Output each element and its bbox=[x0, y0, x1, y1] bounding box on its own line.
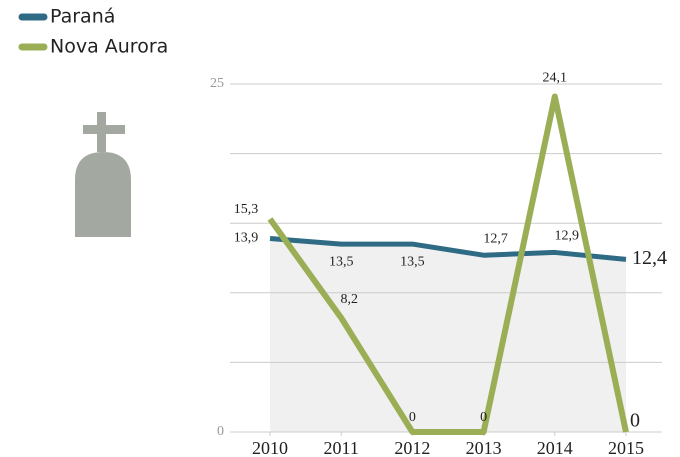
data-label: 12,7 bbox=[483, 231, 508, 246]
legend-label: Paraná bbox=[50, 6, 115, 28]
x-tick-label: 2012 bbox=[394, 438, 430, 457]
data-label: 24,1 bbox=[543, 71, 568, 86]
x-tick-label: 2011 bbox=[324, 438, 359, 457]
data-label: 12,9 bbox=[555, 229, 580, 244]
tombstone-icon bbox=[75, 112, 131, 237]
data-label: 13,5 bbox=[400, 254, 425, 269]
legend-label: Nova Aurora bbox=[50, 36, 168, 58]
y-tick-label: 0 bbox=[217, 424, 224, 439]
series-line bbox=[269, 236, 627, 262]
y-tick-label: 25 bbox=[210, 76, 224, 91]
data-label: 13,9 bbox=[234, 231, 259, 246]
data-label: 8,2 bbox=[340, 292, 358, 307]
data-label: 0 bbox=[480, 410, 487, 425]
x-tick-label: 2015 bbox=[608, 438, 644, 457]
data-label: 0 bbox=[409, 410, 416, 425]
data-label: 12,4 bbox=[632, 247, 667, 269]
data-label: 0 bbox=[630, 410, 640, 432]
x-tick-label: 2013 bbox=[466, 438, 502, 457]
areas bbox=[270, 238, 626, 432]
data-label: 13,5 bbox=[329, 254, 354, 269]
area bbox=[270, 238, 626, 432]
data-label: 15,3 bbox=[234, 202, 259, 217]
x-tick-label: 2010 bbox=[252, 438, 288, 457]
series-line bbox=[267, 93, 629, 435]
x-tick-label: 2014 bbox=[537, 438, 573, 457]
